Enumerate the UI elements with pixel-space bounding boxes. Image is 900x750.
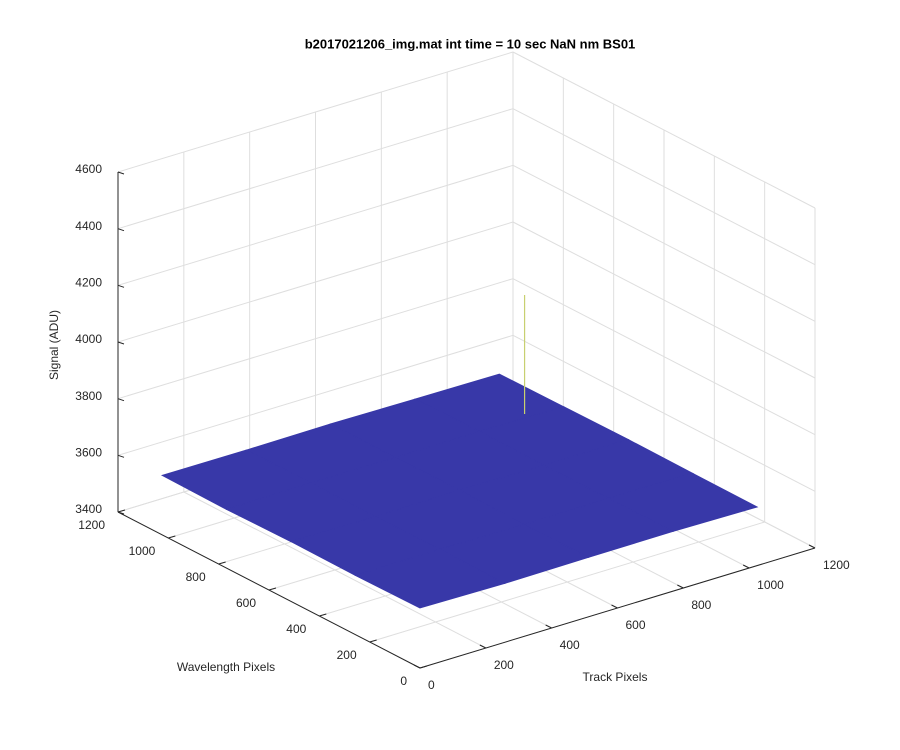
grid-line <box>369 521 765 643</box>
grid-line <box>117 164 514 286</box>
x-tick <box>413 664 421 669</box>
x-tick <box>545 624 552 629</box>
y-tick-label: 800 <box>186 570 206 584</box>
grid-line <box>117 51 514 173</box>
z-tick <box>117 341 125 345</box>
surface-cell <box>354 548 506 609</box>
x-tick <box>677 584 684 589</box>
grid-line <box>512 221 816 379</box>
grid-line <box>512 164 816 322</box>
z-tick <box>117 284 125 288</box>
grid-line <box>512 108 816 266</box>
y-tick-label: 600 <box>236 596 256 610</box>
z-tick <box>117 171 125 175</box>
grid-line <box>512 51 816 209</box>
y-tick-label: 1200 <box>78 518 105 532</box>
y-tick <box>319 613 327 617</box>
y-tick-label: 1000 <box>129 544 156 558</box>
y-tick-label: 400 <box>286 622 306 636</box>
z-tick-label: 3400 <box>75 502 102 516</box>
grid-line <box>512 334 816 492</box>
y-tick-label: 200 <box>337 648 357 662</box>
z-tick-label: 4000 <box>75 332 102 346</box>
x-axis-label: Track Pixels <box>583 670 648 684</box>
z-tick <box>117 454 125 458</box>
x-tick-label: 1000 <box>757 578 784 592</box>
y-axis-label: Wavelength Pixels <box>177 660 275 674</box>
grid-line <box>117 221 514 343</box>
x-tick-label: 800 <box>691 598 711 612</box>
y-tick <box>117 509 126 513</box>
z-tick-label: 4200 <box>75 276 102 290</box>
grid-line <box>117 108 514 230</box>
x-tick <box>742 564 750 569</box>
z-tick-label: 4400 <box>75 219 102 233</box>
grid-line <box>512 278 816 436</box>
x-tick-label: 200 <box>494 658 514 672</box>
x-tick-label: 0 <box>428 678 435 692</box>
grid-line <box>117 278 514 400</box>
x-tick <box>479 644 487 649</box>
y-tick <box>369 639 377 643</box>
x-tick-label: 600 <box>626 618 646 632</box>
z-tick-label: 4600 <box>75 162 102 176</box>
x-tick-label: 1200 <box>823 558 850 572</box>
y-tick <box>168 535 176 539</box>
y-tick <box>268 587 277 591</box>
z-tick-label: 3800 <box>75 389 102 403</box>
z-tick <box>117 398 125 402</box>
chart-title: b2017021206_img.mat int time = 10 sec Na… <box>305 36 636 51</box>
y-tick <box>218 561 226 565</box>
z-tick <box>117 511 125 515</box>
x-tick <box>611 604 618 609</box>
x-tick-label: 400 <box>560 638 580 652</box>
z-tick <box>117 228 125 232</box>
grid-line <box>117 334 514 456</box>
z-tick-label: 3600 <box>75 446 102 460</box>
z-axis-label: Signal (ADU) <box>47 310 61 380</box>
y-tick-label: 0 <box>400 674 407 688</box>
x-tick <box>808 544 816 549</box>
y-tick <box>419 665 428 669</box>
